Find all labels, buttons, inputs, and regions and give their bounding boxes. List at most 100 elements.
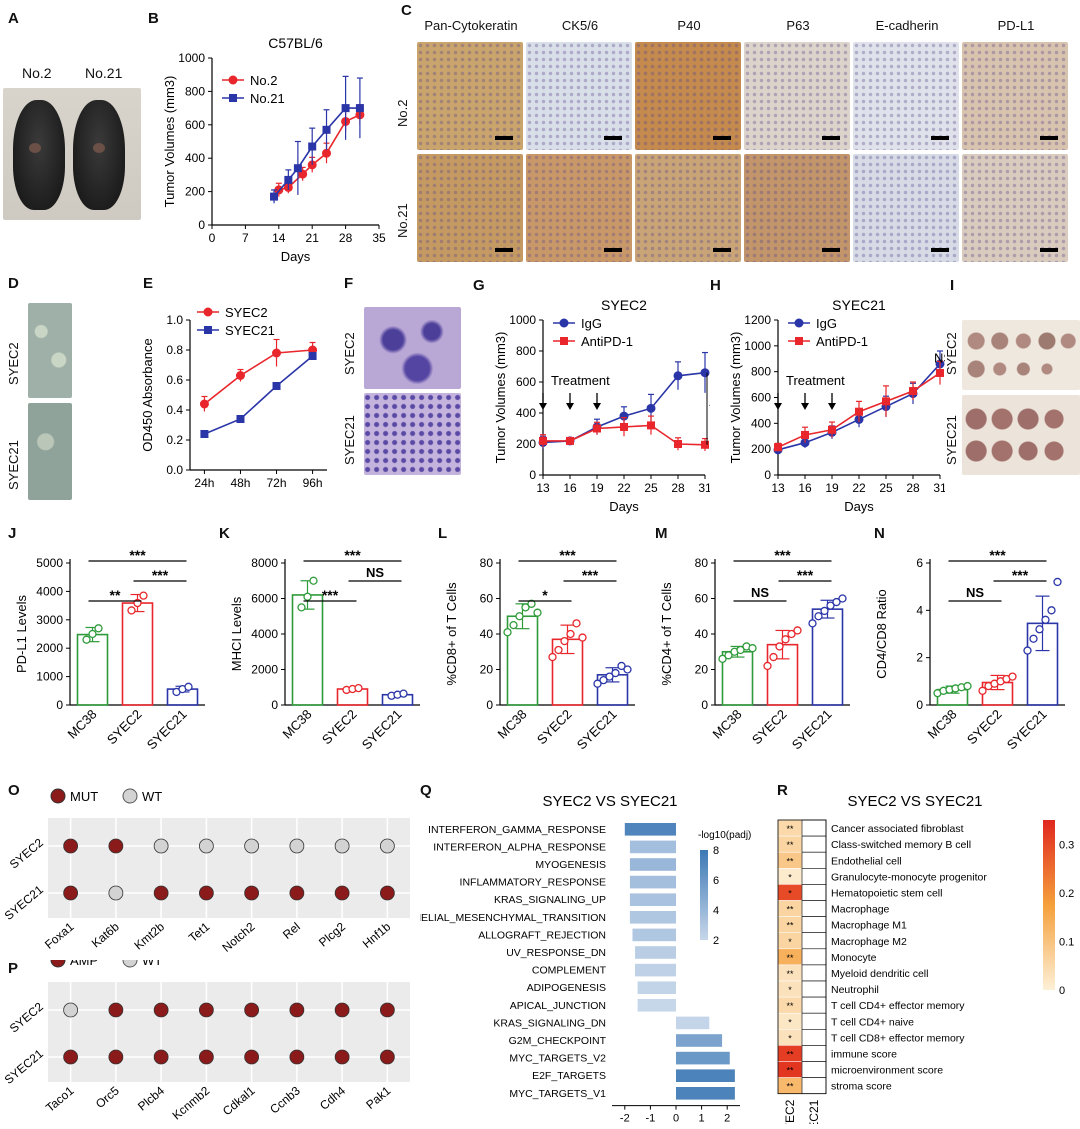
- matrix-dot: [289, 1002, 305, 1018]
- matrix-dot: [379, 838, 395, 854]
- data-point: [270, 192, 279, 201]
- x-tick-label: 96h: [303, 476, 323, 490]
- scale-bar: [822, 248, 840, 252]
- data-point: [235, 371, 245, 380]
- matrix-dot: [379, 1049, 395, 1065]
- data-point: [515, 612, 524, 621]
- data-point: [832, 597, 841, 607]
- x-tick-label: 13: [771, 481, 785, 495]
- y-tick-label: 800: [516, 344, 536, 358]
- row-label: Cancer associated fibroblast: [831, 823, 964, 835]
- ihc-image: [962, 154, 1068, 262]
- panel-p: P AMP WT SYEC2 SYEC21 Taco1 Orc5 Plcb4 Kcnmb2 Cd…: [0, 952, 420, 1124]
- x-tick-label: MC38: [279, 707, 314, 742]
- column-label: Cdh4: [317, 1083, 348, 1112]
- panel-j: J 0 1000 2000 3000 4000 5000 PD-L1 Levels MC38 S…: [0, 525, 215, 775]
- matrix-dot: [334, 1049, 350, 1065]
- y-tick-label: 0: [56, 698, 63, 712]
- colorbar-tick-label: 0.1: [1059, 936, 1074, 948]
- data-point: [774, 443, 782, 452]
- matrix-dot: [289, 1049, 305, 1065]
- data-point: [94, 624, 103, 633]
- matrix-dot: [63, 1049, 79, 1065]
- heatmap-cell: [801, 980, 827, 998]
- heatmap-cell: [801, 932, 827, 950]
- x-axis-label: Days: [281, 249, 311, 264]
- data-point: [909, 387, 917, 396]
- data-point: [820, 606, 829, 616]
- data-point: [236, 415, 245, 423]
- column-label: Rel: [280, 920, 303, 942]
- bar: [676, 1069, 735, 1082]
- colorbar: [700, 850, 708, 940]
- row-label: T cell CD4+ naive: [831, 1016, 914, 1028]
- data-point: [748, 644, 757, 653]
- column-label: Orc5: [93, 1083, 122, 1111]
- y-axis-label: Tumor Volumes (mm3): [162, 76, 177, 208]
- ihc-image: [744, 42, 850, 150]
- legend-marker: [795, 337, 803, 345]
- bar: [291, 594, 324, 706]
- data-point: [736, 645, 745, 655]
- matrix-dot: [153, 838, 169, 854]
- y-tick-label: 4000: [251, 627, 278, 641]
- legend-marker: [559, 318, 569, 328]
- y-tick-label: 0: [198, 218, 205, 232]
- bar: [629, 911, 676, 924]
- x-tick-label: 19: [825, 481, 839, 495]
- bar: [624, 823, 676, 836]
- panel-h: H 0 200 400 600 800 1000 1200 13 16 19 22 25 28 31 SYE…: [700, 275, 952, 520]
- bar: [629, 840, 676, 854]
- column-label: Kcnmb2: [170, 1083, 213, 1122]
- data-point: [521, 603, 530, 612]
- panel-i: I SYEC2 SYEC21: [940, 275, 1080, 505]
- data-point: [1041, 615, 1050, 624]
- scale-bar: [1040, 248, 1058, 252]
- x-tick-label: 16: [563, 481, 577, 495]
- data-point: [801, 430, 809, 439]
- row-label: SYEC2: [7, 999, 46, 1035]
- data-point: [808, 619, 817, 628]
- matrix-dot: [153, 1002, 169, 1018]
- transwell-photo-syec2: [364, 307, 461, 389]
- x-tick-label: 7: [242, 231, 249, 245]
- data-point: [303, 592, 312, 601]
- y-tick-label: 4: [916, 603, 923, 617]
- scale-bar: [931, 136, 949, 140]
- x-tick-label: SYEC2: [319, 707, 360, 748]
- y-tick-label: 600: [185, 118, 205, 132]
- panel-b: B 0 200 400 600 800 1000 0 7 14 21 28 35 C57BL/6 Days…: [142, 0, 390, 290]
- category-label: INFLAMMATORY_RESPONSE: [460, 877, 606, 889]
- data-point: [769, 652, 778, 662]
- panel-l: L 0 20 40 60 80 %CD8+ of T Cells MC38 SYEC2 SYEC…: [430, 525, 645, 775]
- data-point: [781, 635, 790, 644]
- cell-photo-syec21: [28, 403, 72, 500]
- significance-label: *: [542, 587, 548, 603]
- ihc-marker-label: P63: [786, 18, 810, 33]
- bar: [811, 608, 844, 706]
- y-tick-label: 600: [516, 375, 536, 389]
- legend-marker: [228, 75, 238, 85]
- matrix-background: [48, 982, 410, 1082]
- matrix-dot: [198, 1002, 214, 1018]
- series-line: [204, 355, 314, 435]
- significance-label: **: [786, 824, 794, 834]
- data-point: [82, 635, 91, 644]
- significance-label: **: [786, 905, 794, 915]
- ihc-image: [417, 42, 523, 150]
- bar: [676, 1051, 730, 1065]
- x-tick-label: SYEC2: [964, 707, 1005, 748]
- significance-label: **: [786, 969, 794, 979]
- y-tick-label: 40: [695, 627, 709, 641]
- legend-label: No.21: [250, 91, 285, 106]
- heatmap-cell: [801, 1012, 827, 1030]
- data-point: [620, 422, 628, 431]
- data-point: [199, 399, 209, 409]
- row-label: T cell CD8+ effector memory: [831, 1032, 965, 1044]
- heatmap-cell: [801, 835, 827, 853]
- significance-label: **: [110, 587, 121, 603]
- y-tick-label: 20: [695, 663, 709, 677]
- data-point: [814, 612, 823, 621]
- scale-bar: [495, 136, 513, 140]
- y-tick-label: 1000: [509, 313, 536, 327]
